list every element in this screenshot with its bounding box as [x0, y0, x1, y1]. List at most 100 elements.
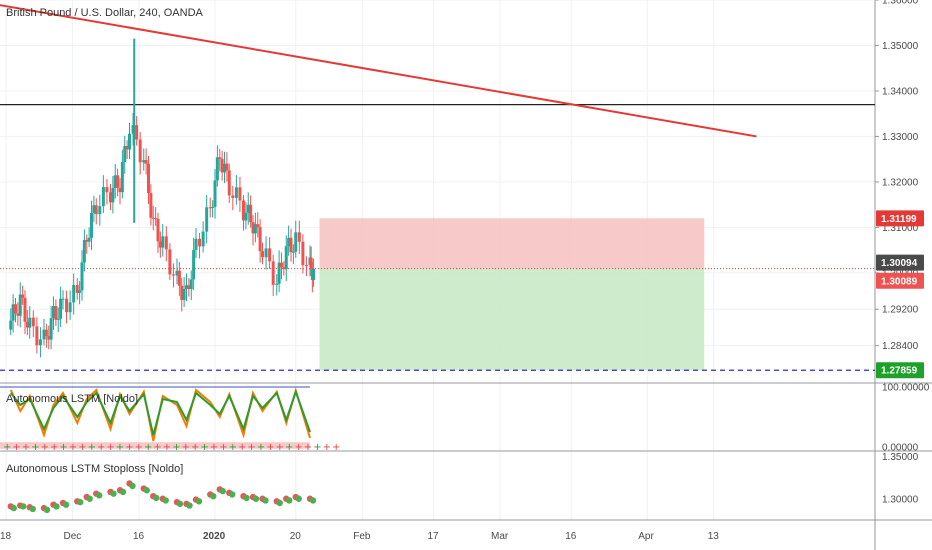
- candle-body: [309, 257, 313, 269]
- candle-body: [312, 268, 316, 281]
- stoploss-dot: [176, 500, 184, 508]
- candlestick: [128, 122, 131, 160]
- candlestick: [231, 185, 235, 211]
- candle-body: [297, 232, 301, 242]
- candle-body: [131, 125, 135, 134]
- candle-body: [128, 133, 131, 150]
- candle-body: [171, 274, 175, 276]
- price-tick-label: 1.31000: [882, 223, 919, 234]
- candlestick: [304, 256, 308, 276]
- candle-body: [177, 270, 181, 286]
- stoploss-tick-label: 1.30000: [882, 494, 919, 505]
- candle-body: [56, 318, 60, 320]
- candlestick: [223, 151, 226, 184]
- candle-body: [72, 284, 76, 303]
- candlestick: [9, 308, 13, 336]
- lstm-stoploss: [7, 480, 317, 513]
- candlestick: [151, 205, 155, 231]
- candlestick: [205, 195, 209, 244]
- candlestick: [227, 163, 231, 204]
- oscillator-marker: +: [304, 442, 312, 453]
- candle-body: [92, 205, 96, 213]
- candlestick: [54, 299, 58, 327]
- annotation-lines: [0, 4, 875, 371]
- candle-body: [82, 239, 86, 263]
- candlestick: [23, 290, 27, 335]
- candlestick: [123, 135, 127, 174]
- candlestick: [301, 234, 305, 274]
- candle-body: [11, 304, 15, 321]
- candle-body: [218, 157, 222, 159]
- price-badge-label: 1.30094: [881, 258, 918, 269]
- oscillator-marker: +: [12, 442, 20, 453]
- candlestick: [80, 250, 84, 301]
- oscillator-marker: +: [238, 442, 246, 453]
- candlestick: [154, 207, 158, 226]
- oscillator-marker: +: [210, 442, 218, 453]
- oscillator-tick-label: 100.00000: [882, 383, 930, 394]
- candle-body: [192, 249, 196, 280]
- stoploss-dot: [96, 492, 103, 499]
- stoploss-dot: [309, 497, 317, 504]
- candlestick: [198, 232, 202, 259]
- candle-body: [9, 320, 13, 330]
- price-tick-label: 1.29200: [882, 305, 919, 316]
- candlestick: [258, 219, 262, 263]
- stoploss-dot: [210, 493, 217, 500]
- candlestick: [215, 145, 219, 187]
- oscillator-marker: +: [276, 442, 284, 453]
- candlestick: [201, 221, 205, 253]
- candlestick: [144, 148, 148, 175]
- candlestick: [171, 263, 175, 288]
- price-tick-label: 1.28400: [882, 341, 919, 352]
- oscillator-marker: +: [182, 442, 190, 453]
- candlestick: [75, 277, 79, 300]
- stoploss-dot: [219, 487, 226, 495]
- candlestick: [246, 192, 250, 225]
- candle-body: [168, 249, 172, 275]
- candle-body: [201, 231, 205, 247]
- candlestick: [120, 149, 124, 199]
- oscillator-marker: +: [78, 442, 86, 453]
- price-badge: [876, 362, 924, 379]
- candle-body: [135, 125, 139, 140]
- stoploss-dot: [195, 498, 203, 505]
- price-badge: [876, 272, 924, 289]
- candlestick: [261, 242, 264, 265]
- candle-body: [47, 336, 51, 340]
- candlestick: [284, 235, 288, 281]
- candle-body: [185, 285, 188, 289]
- candlestick: [52, 296, 55, 331]
- price-tick-label: 1.36000: [882, 0, 919, 7]
- candlestick: [61, 290, 65, 310]
- candlestick: [98, 194, 102, 226]
- candle-body: [223, 163, 226, 173]
- candle-body: [14, 304, 17, 314]
- time-tick-label: 16: [133, 531, 145, 542]
- candle-body: [189, 279, 193, 289]
- candlestick: [105, 178, 109, 205]
- candlestick: [87, 227, 91, 248]
- candlestick: [189, 270, 193, 301]
- candle-body: [180, 285, 184, 301]
- candle-body: [147, 163, 150, 194]
- candlestick: [94, 198, 98, 225]
- oscillator-marker: +: [266, 442, 274, 453]
- candle-body: [275, 283, 279, 285]
- oscillator-tick-label: 0.00000: [882, 443, 919, 454]
- candle-body: [211, 206, 215, 208]
- candlestick: [225, 152, 229, 182]
- candlestick: [271, 254, 275, 296]
- candlestick: [65, 290, 69, 324]
- time-tick-label: 20: [290, 531, 302, 542]
- candle-body: [215, 157, 219, 181]
- candle-body: [120, 161, 124, 193]
- candle-body: [158, 241, 162, 248]
- candlestick: [164, 226, 168, 262]
- candlestick: [14, 297, 17, 323]
- oscillator-marker: +: [172, 442, 180, 453]
- candlestick: [49, 305, 53, 350]
- candle-body: [154, 218, 158, 220]
- oscillator-marker: +: [135, 442, 143, 453]
